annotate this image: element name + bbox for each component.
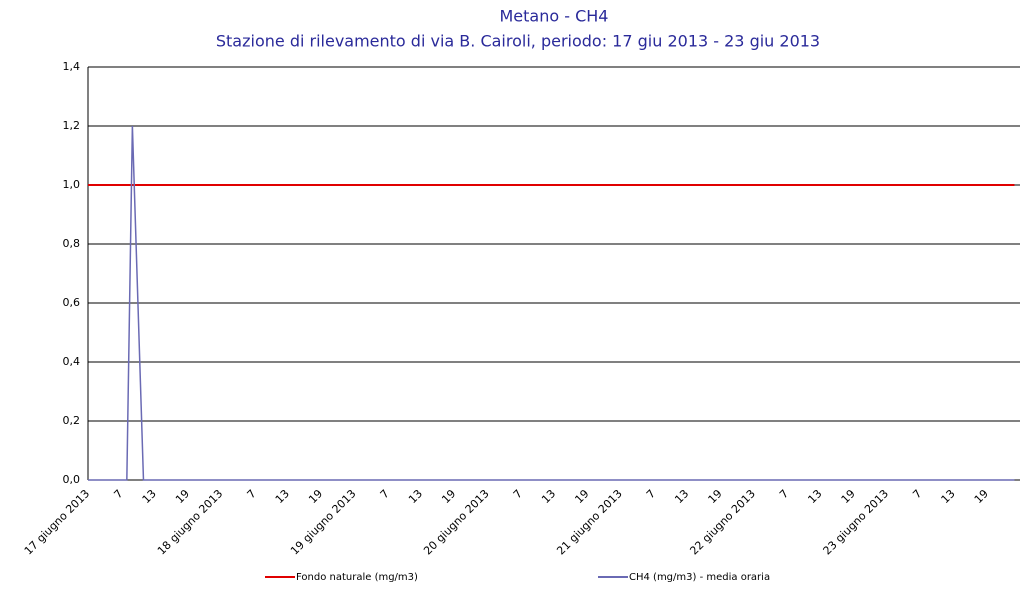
x-tick-label: 13 (539, 487, 558, 506)
x-tick-label: 13 (672, 487, 691, 506)
legend-label: CH4 (mg/m3) - media oraria (629, 572, 770, 583)
x-tick-label: 7 (777, 487, 791, 501)
x-tick-label: 7 (378, 487, 392, 501)
x-tick-label: 13 (805, 487, 824, 506)
x-tick-label: 19 (173, 487, 192, 506)
y-tick-label: 0,0 (63, 473, 81, 486)
x-tick-label: 19 (572, 487, 591, 506)
x-tick-label: 7 (644, 487, 658, 501)
x-tick-label: 19 (306, 487, 325, 506)
y-tick-label: 0,4 (63, 355, 81, 368)
x-tick-label: 17 giugno 2013 (22, 487, 92, 557)
series-line (88, 125, 1015, 481)
x-tick-label: 19 (706, 487, 725, 506)
x-tick-label: 13 (939, 487, 958, 506)
y-tick-label: 1,2 (63, 119, 81, 132)
x-tick-label: 13 (140, 487, 159, 506)
y-tick-label: 1,4 (63, 60, 81, 73)
y-tick-label: 1,0 (63, 178, 81, 191)
x-tick-label: 7 (910, 487, 924, 501)
x-tick-label: 19 (439, 487, 458, 506)
x-tick-label: 7 (245, 487, 259, 501)
legend-label: Fondo naturale (mg/m3) (296, 572, 418, 583)
x-tick-label: 13 (273, 487, 292, 506)
chart-title: Metano - CH4 (500, 7, 609, 26)
x-tick-label: 13 (406, 487, 425, 506)
x-tick-label: 7 (511, 487, 525, 501)
x-tick-label: 19 (839, 487, 858, 506)
chart-subtitle: Stazione di rilevamento di via B. Cairol… (216, 32, 820, 51)
x-tick-label: 7 (111, 487, 125, 501)
y-tick-label: 0,2 (63, 414, 81, 427)
y-tick-label: 0,8 (63, 237, 81, 250)
x-tick-label: 19 (972, 487, 991, 506)
y-tick-label: 0,6 (63, 296, 81, 309)
